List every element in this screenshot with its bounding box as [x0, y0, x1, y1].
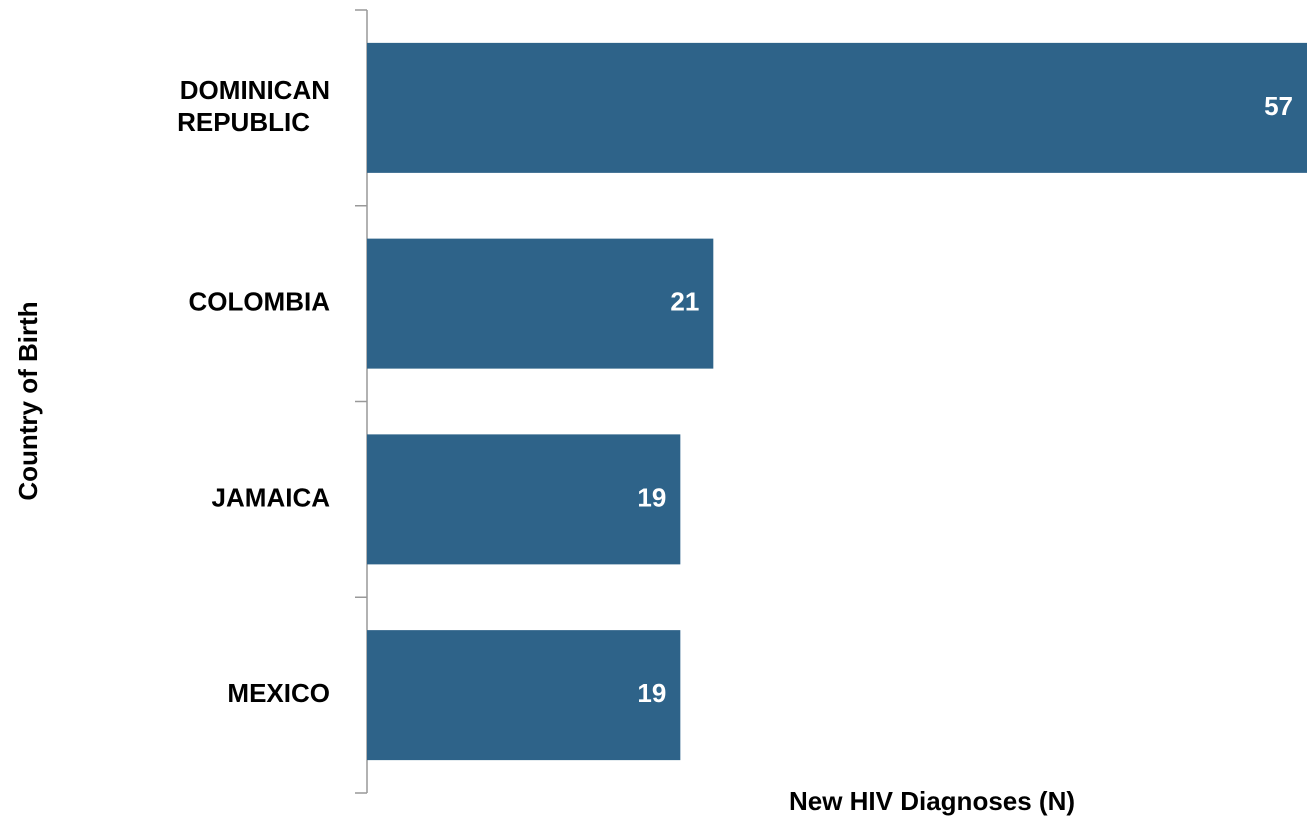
y-tick-label: DOMINICAN REPUBLIC [177, 75, 330, 137]
bar [367, 434, 681, 565]
data-label: 19 [637, 678, 666, 708]
y-tick-label: COLOMBIA [188, 287, 330, 317]
y-tick-label: MEXICO [227, 678, 330, 708]
data-label: 21 [670, 287, 699, 317]
bar [367, 42, 1307, 173]
y-axis-title: Country of Birth [13, 301, 43, 500]
y-tick-label: JAMAICA [212, 482, 331, 512]
data-label: 19 [637, 482, 666, 512]
x-axis-title: New HIV Diagnoses (N) [789, 786, 1075, 816]
bar [367, 630, 681, 761]
data-label: 57 [1264, 91, 1293, 121]
bar [367, 238, 714, 369]
